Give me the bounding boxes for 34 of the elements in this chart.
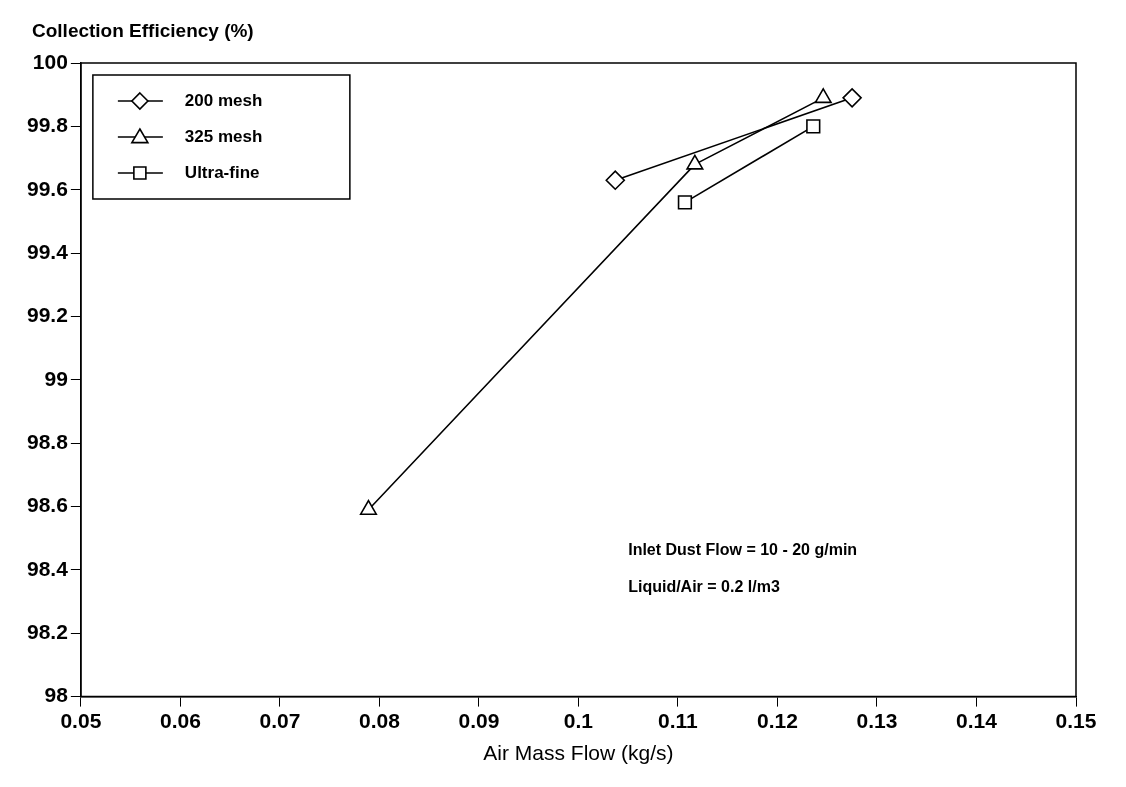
x-tick-label: 0.1 (563, 709, 594, 732)
point (359, 499, 378, 515)
y-tick-label: 98.2 (27, 620, 68, 644)
x-axis-title: Air Mass Flow (kg/s) (483, 741, 674, 765)
point (806, 119, 821, 134)
y-tick-label: 99.4 (27, 239, 69, 263)
y-tick-label: 98.6 (27, 493, 68, 517)
point (842, 88, 862, 108)
point (677, 195, 693, 210)
legend-label: Ultra-fine (184, 162, 260, 182)
point (605, 170, 626, 191)
x-tick-label: 0.14 (956, 709, 998, 732)
y-tick-label: 99.8 (27, 113, 69, 137)
annotation: Liquid/Air = 0.2 l/m3 (628, 578, 780, 596)
x-tick-label: 0.13 (856, 709, 898, 732)
annotation: Inlet Dust Flow = 10 - 20 g/min (628, 541, 858, 559)
x-tick-label: 0.12 (757, 709, 798, 732)
y-tick-label: 98.4 (27, 556, 69, 580)
x-tick-label: 0.07 (259, 709, 301, 732)
y-tick-label: 98 (44, 683, 69, 707)
legend-label: 325 mesh (184, 126, 263, 146)
y-tick-label: 99.6 (27, 176, 68, 200)
y-tick-label: 99.2 (27, 303, 68, 327)
y-tick-label: 100 (32, 49, 68, 73)
legend-label: 200 mesh (184, 90, 263, 110)
x-tick-label: 0.05 (60, 709, 102, 732)
y-tick-label: 98.8 (27, 429, 69, 453)
x-tick-label: 0.11 (658, 709, 699, 732)
x-tick-label: 0.09 (458, 709, 500, 732)
y-tick-label: 99 (44, 366, 68, 390)
x-tick-label: 0.15 (1055, 709, 1097, 732)
x-tick-label: 0.08 (358, 709, 401, 732)
x-tick-label: 0.06 (159, 709, 201, 732)
y-axis-title: Collection Efficiency (%) (32, 19, 254, 41)
